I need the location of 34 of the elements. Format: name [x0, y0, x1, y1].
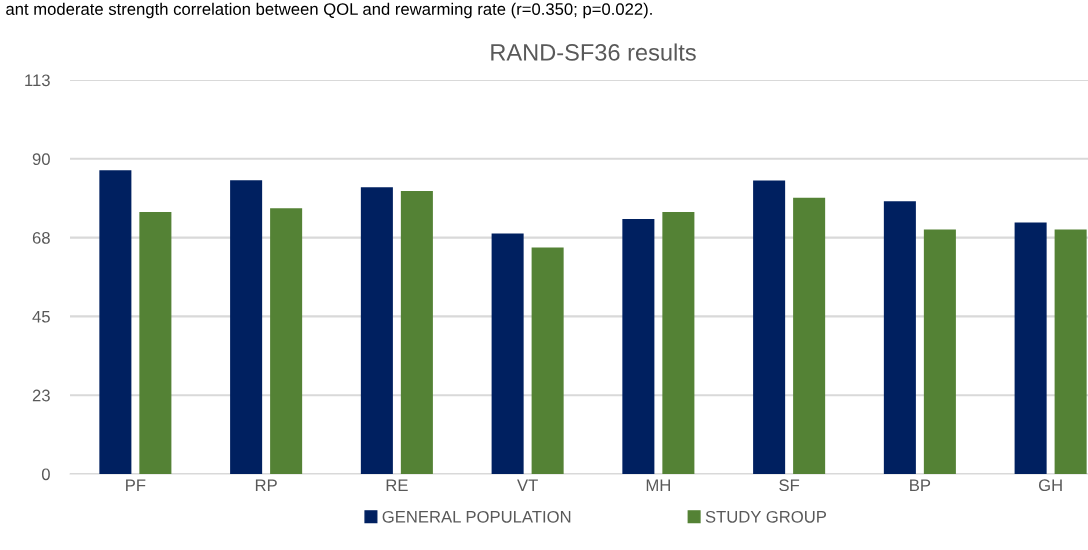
bar — [270, 208, 303, 474]
x-tick-label: PF — [126, 479, 146, 491]
bar — [99, 170, 132, 474]
legend-label: STUDY GROUP — [705, 510, 827, 523]
bar — [622, 219, 655, 474]
bar — [662, 212, 695, 474]
bar — [1014, 222, 1047, 474]
x-tick-label: BP — [910, 479, 931, 491]
x-tick-label: GH — [1038, 479, 1062, 492]
bar — [139, 212, 172, 474]
y-tick-label: 113 — [25, 74, 50, 87]
bar — [360, 187, 393, 474]
x-tick-label: MH — [646, 479, 670, 491]
bar — [923, 229, 956, 474]
bar — [230, 180, 263, 474]
x-tick-label: RE — [386, 479, 408, 491]
y-tick-label: 68 — [32, 232, 50, 244]
bar — [491, 233, 524, 474]
y-tick-label: 23 — [32, 389, 50, 402]
bar — [793, 197, 826, 474]
bar — [531, 247, 564, 474]
y-tick-label: 90 — [32, 153, 50, 165]
bar — [400, 191, 433, 474]
x-tick-label: RP — [255, 479, 277, 491]
x-tick-label: SF — [779, 479, 800, 492]
text: ant moderate strength correlation between QOL and rewarming rate (r=0.350; p=0.022). — [6, 2, 652, 19]
bar — [883, 201, 916, 474]
x-tick-label: VT — [517, 479, 538, 491]
y-tick-label: 0 — [41, 468, 50, 481]
bar — [1054, 229, 1087, 474]
bar — [753, 180, 786, 474]
legend-label: GENERAL POPULATION — [382, 510, 571, 523]
chart-title: RAND-SF36 results — [491, 43, 696, 61]
y-tick-label: 45 — [32, 310, 50, 323]
